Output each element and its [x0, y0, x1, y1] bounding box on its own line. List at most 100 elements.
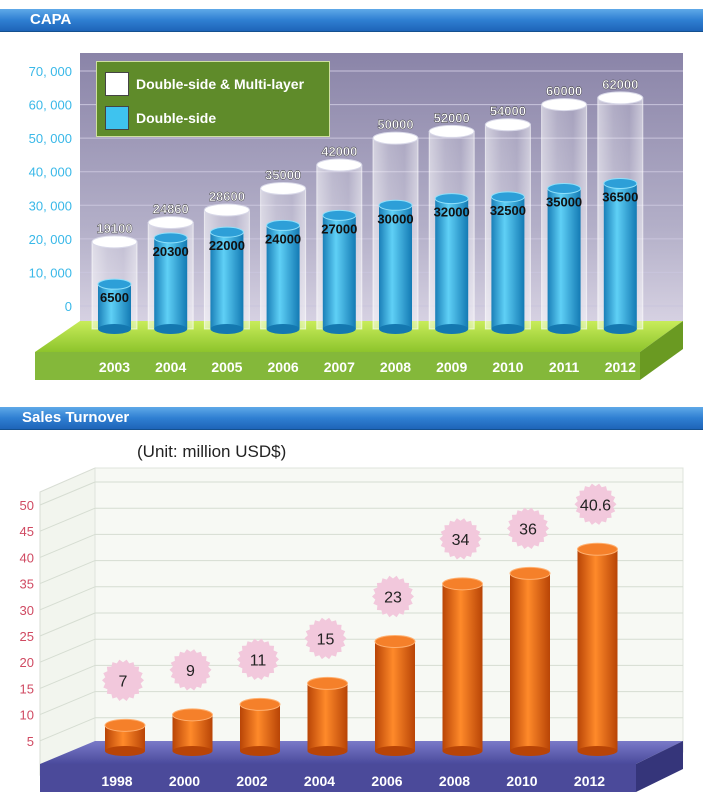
legend-item-outer: Double-side & Multi-layer — [105, 72, 304, 96]
sales-value-badge — [439, 518, 482, 560]
capa-bar-inner-top — [490, 191, 525, 203]
sales-bar — [307, 683, 348, 751]
sales-x-tick-label: 2012 — [574, 773, 605, 789]
sales-gridline-side — [39, 664, 96, 689]
capa-data-label-inner: 36500 — [602, 189, 638, 204]
sales-data-label: 15 — [317, 631, 335, 648]
capa-data-label-outer: 50000 — [377, 117, 413, 132]
capa-bar-inner-top — [209, 226, 244, 238]
sales-gridline-side — [39, 533, 96, 558]
sales-x-tick-label: 2006 — [371, 773, 402, 789]
capa-bar-inner-base — [210, 324, 244, 334]
sales-bar-group: 7 — [102, 659, 146, 756]
capa-x-tick-label: 2003 — [99, 359, 130, 375]
sales-value-badge — [237, 638, 279, 680]
sales-bar-top — [442, 577, 483, 591]
sales-bar — [577, 549, 618, 751]
capa-bar-inner-top — [547, 183, 582, 194]
capa-bar-outer-top — [316, 158, 363, 172]
sales-bar-base — [375, 746, 415, 756]
capa-bar-inner-top — [153, 232, 188, 244]
capa-data-label-inner: 32500 — [490, 203, 526, 218]
sales-bar-base — [510, 746, 550, 756]
sales-y-tick-label: 5 — [27, 734, 34, 749]
sales-data-label: 7 — [119, 673, 128, 690]
sales-x-tick-label: 1998 — [101, 773, 132, 789]
capa-data-label-inner: 24000 — [265, 231, 301, 246]
legend-swatch-inner — [105, 106, 129, 130]
capa-bar-inner — [98, 284, 131, 329]
capa-bar-inner-base — [603, 324, 637, 334]
sales-chart: 5 10 15 20 25 30 35 40 45 50 7 9 11 15 23 34 36 40.6 199… — [20, 467, 684, 792]
sales-bar-top — [374, 634, 416, 648]
capa-bar-inner — [435, 198, 469, 329]
capa-x-tick-label: 2006 — [268, 359, 299, 375]
capa-bar-inner — [266, 225, 300, 329]
sales-x-tick-label: 2000 — [169, 773, 200, 789]
sales-y-tick-label: 30 — [20, 603, 34, 618]
capa-chart: 0 10, 000 20, 000 30, 000 40, 000 50, 000 60, … — [29, 53, 683, 380]
capa-bar-group: 54000 32500 — [484, 104, 531, 334]
sales-gridline-side — [39, 481, 96, 506]
sales-banner: Sales Turnover — [0, 407, 703, 430]
capa-bar-inner-top — [322, 209, 357, 221]
capa-data-label-inner: 20300 — [153, 244, 189, 259]
sales-data-label: 9 — [186, 663, 195, 680]
capa-y-tick-label: 20, 000 — [29, 232, 72, 247]
capa-bar-inner — [379, 205, 412, 329]
capa-floor-front — [35, 352, 640, 380]
capa-data-label-outer: 60000 — [546, 84, 582, 99]
sales-bar — [375, 641, 415, 751]
capa-bar-outer-top — [91, 235, 138, 249]
capa-bar-outer-top — [260, 182, 307, 195]
sales-data-label: 11 — [250, 652, 267, 669]
sales-floor-side — [636, 741, 683, 792]
capa-y-tick-label: 10, 000 — [29, 265, 72, 280]
capa-y-tick-label: 50, 000 — [29, 131, 72, 146]
sales-gridline-side — [39, 638, 96, 663]
capa-bar-group: 42000 27000 — [316, 144, 363, 334]
sales-bar-group: 9 — [169, 649, 213, 756]
capa-data-label-inner: 30000 — [377, 211, 413, 226]
sales-bar-base — [172, 746, 213, 756]
capa-y-tick-label: 60, 000 — [29, 98, 72, 113]
sales-y-tick-label: 35 — [20, 577, 34, 592]
sales-y-tick-label: 25 — [20, 629, 34, 644]
capa-data-label-inner: 35000 — [546, 195, 582, 210]
capa-y-tick-label: 0 — [65, 299, 72, 314]
sales-y-tick-label: 45 — [20, 524, 34, 539]
sales-bar-top — [509, 566, 551, 580]
capa-x-tick-label: 2009 — [436, 359, 467, 375]
capa-data-label-outer: 62000 — [602, 77, 638, 92]
capa-bar-inner-top — [603, 177, 638, 189]
sales-gridline-side — [39, 507, 96, 532]
capa-x-tick-label: 2010 — [492, 359, 523, 375]
capa-data-label-outer: 28600 — [209, 189, 245, 204]
capa-data-label-inner: 22000 — [209, 238, 245, 253]
sales-bar — [510, 573, 550, 751]
legend-item-inner: Double-side — [105, 106, 216, 130]
capa-bar-inner-top — [266, 219, 301, 231]
sales-bar-top — [307, 676, 348, 690]
capa-bar-inner-base — [547, 324, 581, 334]
sales-gridline-side — [39, 586, 96, 611]
sales-bar-group: 40.6 — [574, 483, 618, 756]
capa-bar-inner — [210, 232, 244, 329]
capa-data-label-outer: 52000 — [434, 110, 470, 125]
capa-data-label-outer: 24860 — [153, 202, 189, 217]
capa-y-tick-label: 30, 000 — [29, 198, 72, 213]
sales-bar-group: 11 — [237, 638, 281, 756]
capa-x-tick-label: 2011 — [549, 359, 580, 375]
sales-value-badge — [304, 617, 347, 660]
sales-data-label: 23 — [384, 589, 402, 606]
sales-x-tick-label: 2010 — [506, 773, 537, 789]
sales-bar-group: 15 — [304, 617, 348, 756]
capa-x-tick-label: 2007 — [324, 359, 355, 375]
sales-data-label: 34 — [452, 532, 470, 549]
capa-bar-inner-top — [378, 199, 413, 211]
sales-y-tick-label: 10 — [20, 708, 34, 723]
sales-bar — [442, 583, 483, 751]
capa-x-tick-label: 2012 — [605, 359, 636, 375]
legend-swatch-outer — [105, 72, 129, 96]
sales-bar-base — [240, 746, 280, 756]
